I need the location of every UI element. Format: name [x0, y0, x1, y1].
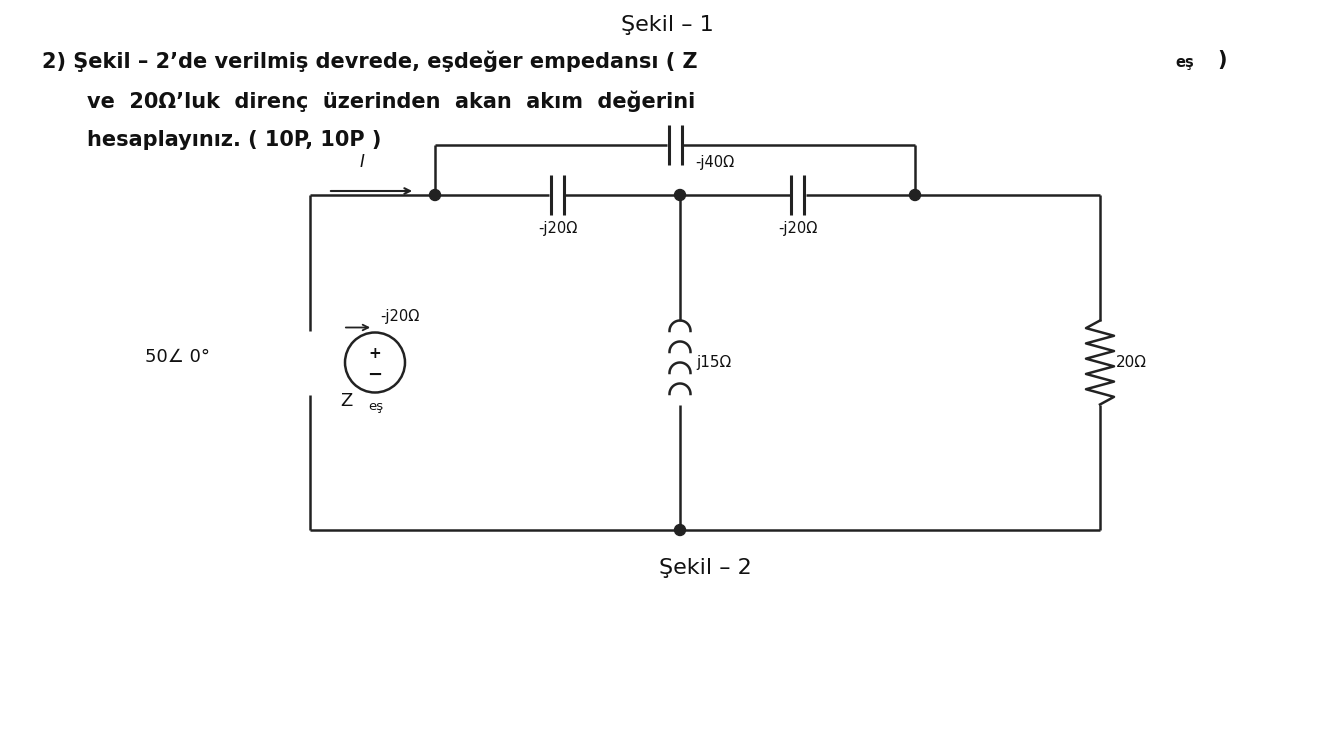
Text: ): ) — [1217, 50, 1226, 70]
Text: 2) Şekil – 2’de verilmiş devrede, eşdeğer empedansı ( Z: 2) Şekil – 2’de verilmiş devrede, eşdeğe… — [41, 50, 698, 71]
Text: Şekil – 1: Şekil – 1 — [620, 15, 714, 35]
Text: -j40Ω: -j40Ω — [695, 155, 734, 170]
Circle shape — [675, 524, 686, 536]
Text: eş: eş — [368, 400, 383, 413]
Circle shape — [910, 190, 920, 200]
Text: Z: Z — [340, 392, 352, 410]
Text: Şekil – 2: Şekil – 2 — [659, 558, 751, 578]
Text: eş: eş — [1175, 55, 1194, 70]
Text: 20Ω: 20Ω — [1117, 355, 1147, 370]
Text: j15Ω: j15Ω — [696, 355, 731, 370]
Text: 50∠ 0°: 50∠ 0° — [145, 349, 209, 367]
Text: -j20Ω: -j20Ω — [778, 221, 818, 236]
Text: hesaplayınız. ( 10P, 10P ): hesaplayınız. ( 10P, 10P ) — [87, 130, 382, 150]
Circle shape — [430, 190, 440, 200]
Circle shape — [675, 190, 686, 200]
Text: ve  20Ω’luk  direnç  üzerinden  akan  akım  değerini: ve 20Ω’luk direnç üzerinden akan akım de… — [87, 90, 695, 112]
Text: -j20Ω: -j20Ω — [538, 221, 578, 236]
Text: -j20Ω: -j20Ω — [380, 310, 419, 325]
Text: +: + — [368, 346, 382, 361]
Text: I: I — [359, 153, 364, 171]
Text: −: − — [367, 365, 383, 383]
